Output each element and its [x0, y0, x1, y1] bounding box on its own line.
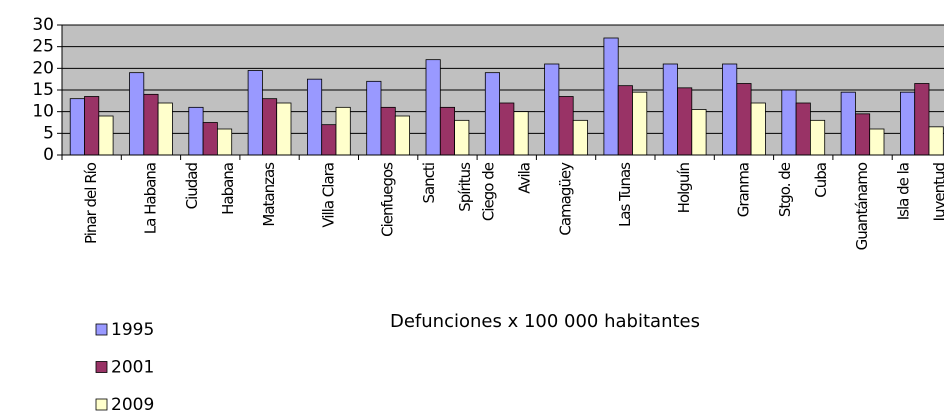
y-tick-label: 0: [43, 145, 54, 165]
legend-swatch: [95, 323, 108, 336]
bar: [157, 102, 173, 156]
bar: [98, 115, 114, 156]
x-tick-label: La Habana: [141, 163, 159, 234]
legend-swatch: [95, 361, 108, 373]
x-tick-label: Guantánamo: [853, 162, 871, 250]
x-axis-label: Defunciones x 100 000 habitantes: [390, 311, 700, 332]
bar: [662, 63, 678, 156]
bar: [306, 78, 323, 156]
bar: [454, 119, 470, 156]
legend-swatch: [95, 398, 108, 411]
x-tick-label: Las Tunas: [616, 162, 634, 227]
bar: [425, 59, 441, 156]
bar: [188, 106, 204, 156]
x-tick-label: Ciego de: [479, 162, 497, 221]
bar: [335, 106, 351, 156]
legend-label: 2009: [111, 395, 154, 413]
y-tick-label: 30: [32, 15, 54, 35]
bar: [855, 113, 871, 156]
bar: [795, 102, 811, 156]
x-tick-label: Habana: [219, 163, 237, 215]
x-tick-label: Granma: [734, 163, 752, 217]
y-tick-label: 15: [32, 80, 54, 100]
bar: [321, 124, 337, 156]
bar: [691, 109, 707, 156]
bar: [439, 106, 455, 156]
bar: [484, 72, 500, 156]
x-tick-label: Pinar del Río: [82, 162, 100, 244]
x-tick-label: Cienfuegos: [379, 162, 397, 237]
bar: [69, 98, 85, 156]
bar: [558, 96, 574, 156]
bar: [366, 80, 382, 156]
bar: [810, 119, 826, 156]
bar: [603, 37, 619, 156]
bar: [499, 102, 515, 156]
bar: [380, 106, 396, 156]
bar: [544, 63, 560, 156]
bar: [914, 83, 930, 156]
bar: [261, 98, 278, 156]
bar: [677, 87, 693, 156]
x-tick-label: Cuba: [812, 163, 830, 198]
x-tick-label: Matanzas: [260, 162, 278, 227]
bar: [840, 91, 856, 156]
x-tick-label: Ciudad: [183, 163, 201, 210]
y-tick-label: 20: [32, 58, 54, 78]
bar: [781, 89, 797, 156]
bar: [736, 83, 752, 156]
x-tick-label: Isla de la: [894, 163, 912, 220]
y-tick-label: 25: [32, 37, 54, 57]
bar: [900, 91, 916, 156]
bar: [617, 85, 633, 156]
bar: [143, 93, 159, 156]
bar: [928, 126, 944, 156]
bar: [632, 91, 648, 156]
bar: [513, 111, 529, 156]
bar: [869, 128, 885, 156]
x-tick-label: Holguín: [675, 163, 693, 214]
x-tick-label: Camagüey: [557, 162, 575, 236]
x-tick-label: Avila: [515, 163, 533, 194]
x-tick-label: Sancti: [420, 163, 438, 204]
bar: [276, 102, 292, 156]
bar: [84, 96, 100, 156]
legend-label: 2001: [111, 358, 154, 378]
bar: [394, 115, 410, 156]
x-tick-label: Stgo. de: [776, 162, 794, 217]
x-tick-label: Spíritus: [456, 162, 474, 212]
y-tick-label: 10: [32, 102, 54, 122]
bar: [750, 102, 766, 156]
bar: [216, 128, 233, 156]
bar: [202, 122, 218, 156]
bar: [247, 70, 263, 156]
x-tick-label: Juventud: [930, 163, 944, 223]
bar: [572, 119, 588, 156]
bar: [129, 72, 145, 156]
legend-label: 1995: [111, 320, 154, 340]
x-tick-label: Villa Clara: [319, 163, 337, 228]
bar: [722, 63, 738, 156]
y-tick-label: 5: [43, 123, 54, 143]
